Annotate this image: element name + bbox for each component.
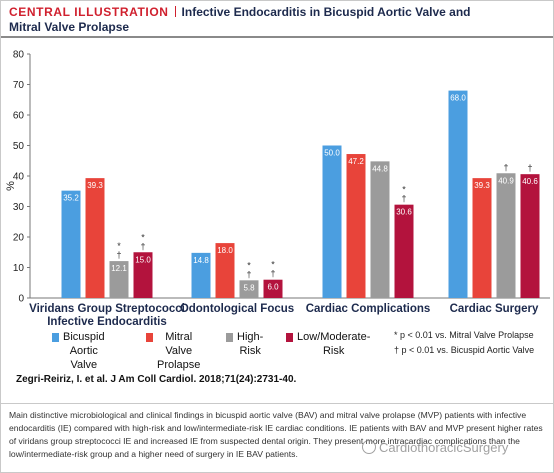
legend-label: Bicuspid Aortic Valve — [63, 330, 105, 372]
note-asterisk: * p < 0.01 vs. Mitral Valve Prolapse — [394, 330, 534, 340]
bar-value-label: 68.0 — [450, 94, 466, 103]
figure-title-line-2: Mitral Valve Prolapse — [9, 20, 130, 34]
bar-1-group-1 — [61, 190, 81, 298]
bar-value-label: 14.8 — [193, 256, 209, 265]
bar-value-label: 30.6 — [396, 208, 412, 217]
figure-header: CENTRAL ILLUSTRATION Infective Endocardit… — [9, 5, 549, 35]
watermark-logo-icon — [362, 440, 376, 454]
y-tick-label: 60 — [13, 111, 25, 122]
bar-value-label: 39.3 — [87, 181, 103, 190]
legend-label: High-Risk — [237, 330, 263, 358]
y-tick-label: 80 — [13, 50, 25, 61]
bar-value-label: 6.0 — [267, 283, 279, 292]
watermark: CardiothoracicSurgery — [362, 440, 508, 455]
header-rule — [1, 36, 553, 38]
note-dagger: † p < 0.01 vs. Bicuspid Aortic Valve — [394, 345, 535, 355]
legend-swatch — [52, 333, 59, 342]
legend-label-line: High-Risk — [237, 331, 264, 357]
y-tick-label: 30 — [13, 202, 25, 213]
central-illustration-tag: CENTRAL ILLUSTRATION — [9, 5, 169, 19]
y-tick-label: 0 — [18, 294, 24, 305]
y-tick-label: 10 — [13, 263, 25, 274]
bar-value-label: 47.2 — [348, 157, 364, 166]
significance-mark: * — [402, 185, 406, 195]
bar-value-label: 39.3 — [474, 181, 490, 190]
citation: Zegri-Reiriz, I. et al. J Am Coll Cardio… — [16, 374, 297, 385]
category-label: Cardiac Surgery — [450, 303, 539, 315]
significance-mark: * — [247, 260, 251, 270]
significance-mark: † — [527, 163, 532, 173]
legend-label-line: Mitral Valve — [165, 331, 193, 357]
legend-label: Mitral Valve Prolapse — [157, 330, 200, 372]
bar-4-group-3 — [394, 204, 414, 298]
legend-swatch — [286, 333, 293, 342]
y-tick-label: 40 — [13, 172, 25, 183]
bar-value-label: 40.6 — [522, 177, 538, 186]
bar-value-label: 40.9 — [498, 176, 514, 185]
bar-4-group-1 — [133, 252, 153, 298]
figure-caption: Main distinctive microbiological and cli… — [9, 410, 543, 459]
bar-value-label: 15.0 — [135, 255, 151, 264]
header-separator — [174, 6, 176, 17]
bar-4-group-2 — [263, 279, 283, 298]
bar-3-group-1 — [109, 261, 129, 298]
legend-label-line: Prolapse — [157, 359, 201, 371]
significance-notes: * p < 0.01 vs. Mitral Valve Prolapse † p… — [394, 328, 554, 358]
legend-label-line: Low/Moderate-Risk — [297, 331, 371, 357]
bar-value-label: 50.0 — [324, 149, 340, 158]
bar-value-label: 44.8 — [372, 164, 388, 173]
bar-value-label: 12.1 — [111, 264, 127, 273]
y-axis-label: % — [5, 181, 17, 191]
category-label: Viridans Group Streptococci — [29, 303, 185, 315]
y-tick-label: 70 — [13, 80, 25, 91]
significance-mark: † — [116, 250, 121, 260]
bar-1-group-3 — [322, 145, 342, 298]
bar-2-group-2 — [215, 243, 235, 298]
significance-mark: † — [270, 269, 275, 279]
bar-1-group-2 — [191, 252, 211, 298]
legend-label-line: Valve — [70, 359, 98, 371]
legend: Bicuspid Aortic Valve Mitral Valve Prolapse… — [48, 330, 548, 371]
significance-mark: † — [246, 269, 251, 279]
significance-mark: † — [401, 194, 406, 204]
bar-4-group-4 — [520, 174, 540, 298]
bar-value-label: 5.8 — [243, 283, 255, 292]
bar-value-label: 18.0 — [217, 246, 233, 255]
bar-1-group-4 — [448, 90, 468, 298]
bar-3-group-3 — [370, 161, 390, 298]
y-tick-label: 50 — [13, 141, 25, 152]
header-line-1: CENTRAL ILLUSTRATION Infective Endocardit… — [9, 5, 549, 20]
significance-mark: † — [503, 162, 508, 172]
legend-swatch — [226, 333, 233, 342]
bar-value-label: 35.2 — [63, 194, 79, 203]
legend-label: Low/Moderate-Risk — [297, 330, 370, 358]
legend-swatch — [146, 333, 153, 342]
bar-2-group-1 — [85, 178, 105, 298]
legend-label-line: Bicuspid Aortic — [63, 331, 105, 357]
significance-mark: * — [271, 260, 275, 270]
bar-2-group-4 — [472, 178, 492, 298]
category-label: Cardiac Complications — [306, 303, 431, 315]
significance-mark: † — [140, 241, 145, 251]
figure-title-line-1: Infective Endocarditis in Bicuspid Aorti… — [181, 5, 471, 19]
bar-3-group-4 — [496, 173, 516, 298]
significance-mark: * — [141, 232, 145, 242]
bar-2-group-3 — [346, 154, 366, 298]
caption-box: Main distinctive microbiological and cli… — [0, 403, 554, 473]
category-label: Odontological Focus — [180, 303, 294, 315]
category-label: Infective Endocarditis — [47, 316, 167, 328]
y-tick-label: 20 — [13, 233, 25, 244]
bar-3-group-2 — [239, 280, 259, 298]
watermark-text: CardiothoracicSurgery — [379, 440, 509, 455]
significance-mark: * — [117, 241, 121, 251]
